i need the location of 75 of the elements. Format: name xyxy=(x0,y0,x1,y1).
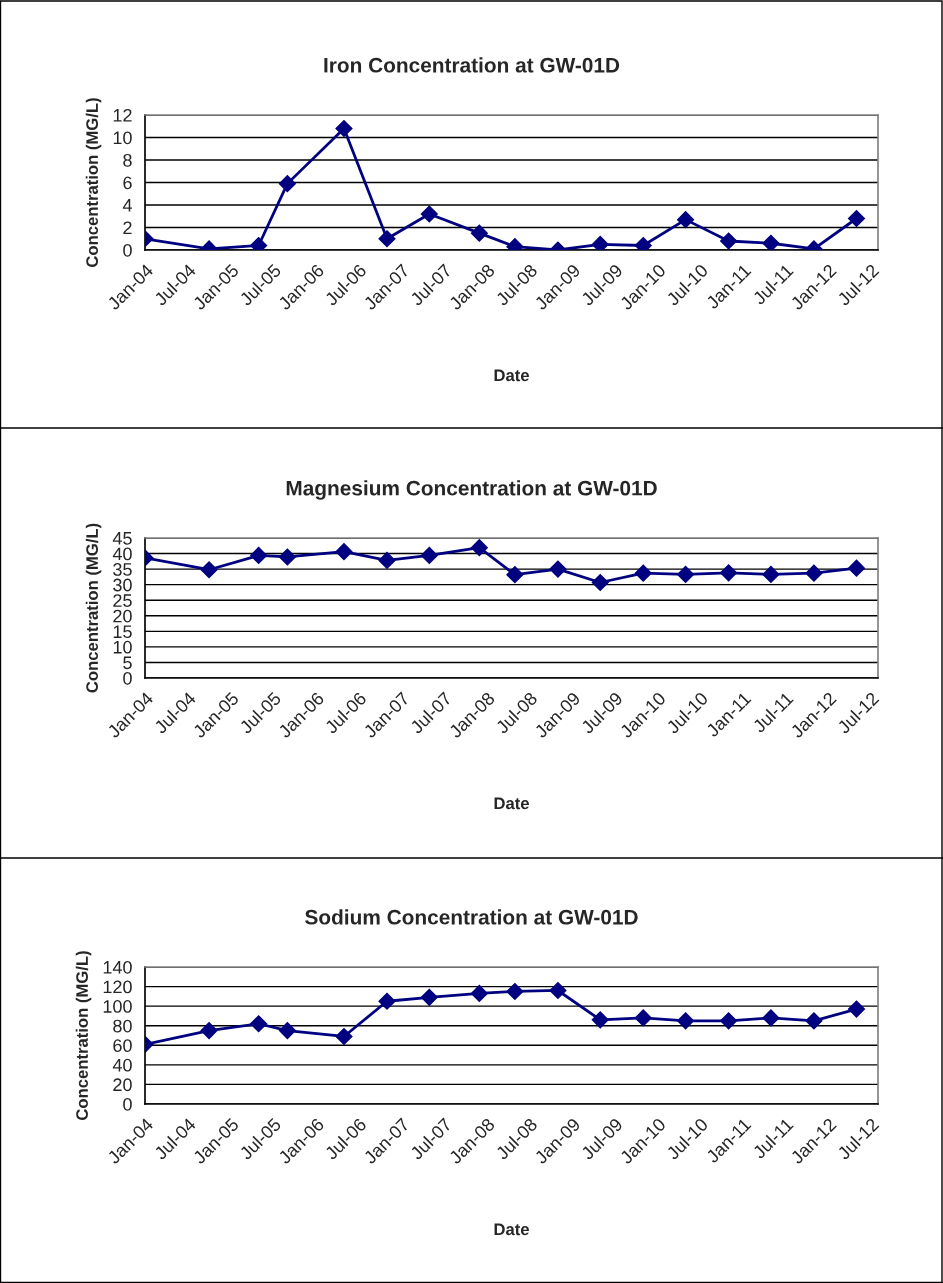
y-tick-label: 8 xyxy=(123,153,132,167)
y-tick-label: 10 xyxy=(113,640,132,654)
y-tick-label: 120 xyxy=(103,980,132,994)
x-axis-title: Date xyxy=(494,1223,529,1236)
point xyxy=(470,984,488,1002)
point xyxy=(200,1022,218,1040)
y-tick-label: 45 xyxy=(112,532,132,545)
y-tick-label: 35 xyxy=(113,563,132,576)
point xyxy=(278,548,296,566)
y-tick-label: 140 xyxy=(103,960,132,974)
y-tick-label: 4 xyxy=(122,199,132,212)
point xyxy=(506,982,524,1001)
y-tick-label: 40 xyxy=(112,1058,132,1072)
point xyxy=(470,539,488,557)
point xyxy=(720,232,738,250)
point xyxy=(250,546,268,564)
point xyxy=(470,224,488,242)
point xyxy=(278,175,296,193)
point xyxy=(378,992,396,1010)
y-tick-label: 0 xyxy=(123,1097,132,1111)
point xyxy=(378,551,396,569)
y-axis-title: Concentration (MG/L) xyxy=(75,951,92,1120)
point xyxy=(720,1012,738,1030)
point xyxy=(378,230,396,248)
point xyxy=(420,546,438,564)
y-tick-label: 5 xyxy=(123,656,132,670)
point xyxy=(847,559,866,577)
point xyxy=(591,573,609,592)
point xyxy=(506,566,524,584)
point xyxy=(591,1011,609,1029)
y-tick-label: 0 xyxy=(123,243,132,257)
point xyxy=(720,564,738,582)
y-tick-label: 20 xyxy=(113,1078,132,1092)
point xyxy=(677,211,695,229)
point xyxy=(634,1009,652,1027)
point xyxy=(591,235,609,250)
point xyxy=(805,1012,823,1030)
point xyxy=(762,234,780,250)
point xyxy=(549,981,567,1000)
point xyxy=(250,1015,268,1033)
y-tick-label: 30 xyxy=(113,578,132,592)
point xyxy=(677,565,695,583)
point xyxy=(677,1012,695,1030)
y-tick-label: 10 xyxy=(113,131,132,145)
point xyxy=(634,564,652,582)
point xyxy=(762,565,780,583)
x-axis-title: Date xyxy=(494,797,529,810)
point xyxy=(549,560,567,578)
point xyxy=(335,1027,353,1046)
point xyxy=(847,209,866,228)
chart-title: Magnesium Concentration at GW-01D xyxy=(286,480,657,500)
y-tick-label: 25 xyxy=(113,594,132,607)
point xyxy=(805,564,823,582)
chart-title: Sodium Concentration at GW-01D xyxy=(305,909,638,925)
y-tick-label: 100 xyxy=(103,1000,132,1013)
point xyxy=(420,988,438,1006)
y-tick-label: 15 xyxy=(113,625,132,639)
y-axis-title: Concentration (MG/L) xyxy=(85,523,102,693)
point xyxy=(335,543,353,561)
y-tick-label: 0 xyxy=(123,671,132,685)
y-tick-label: 2 xyxy=(123,221,132,235)
point xyxy=(762,1009,780,1027)
chart-title: Iron Concentration at GW-01D xyxy=(324,57,620,73)
y-tick-label: 20 xyxy=(113,609,132,623)
x-axis-title: Date xyxy=(494,369,529,382)
point xyxy=(420,205,438,223)
point xyxy=(278,1022,296,1040)
y-tick-label: 6 xyxy=(123,176,132,190)
y-tick-label: 80 xyxy=(113,1019,132,1033)
y-tick-label: 40 xyxy=(112,547,132,561)
y-tick-label: 60 xyxy=(113,1039,132,1053)
point xyxy=(200,561,218,579)
y-axis-title: Concentration (MG/L) xyxy=(85,98,102,267)
point xyxy=(847,1000,866,1018)
y-tick-label: 12 xyxy=(113,108,132,122)
